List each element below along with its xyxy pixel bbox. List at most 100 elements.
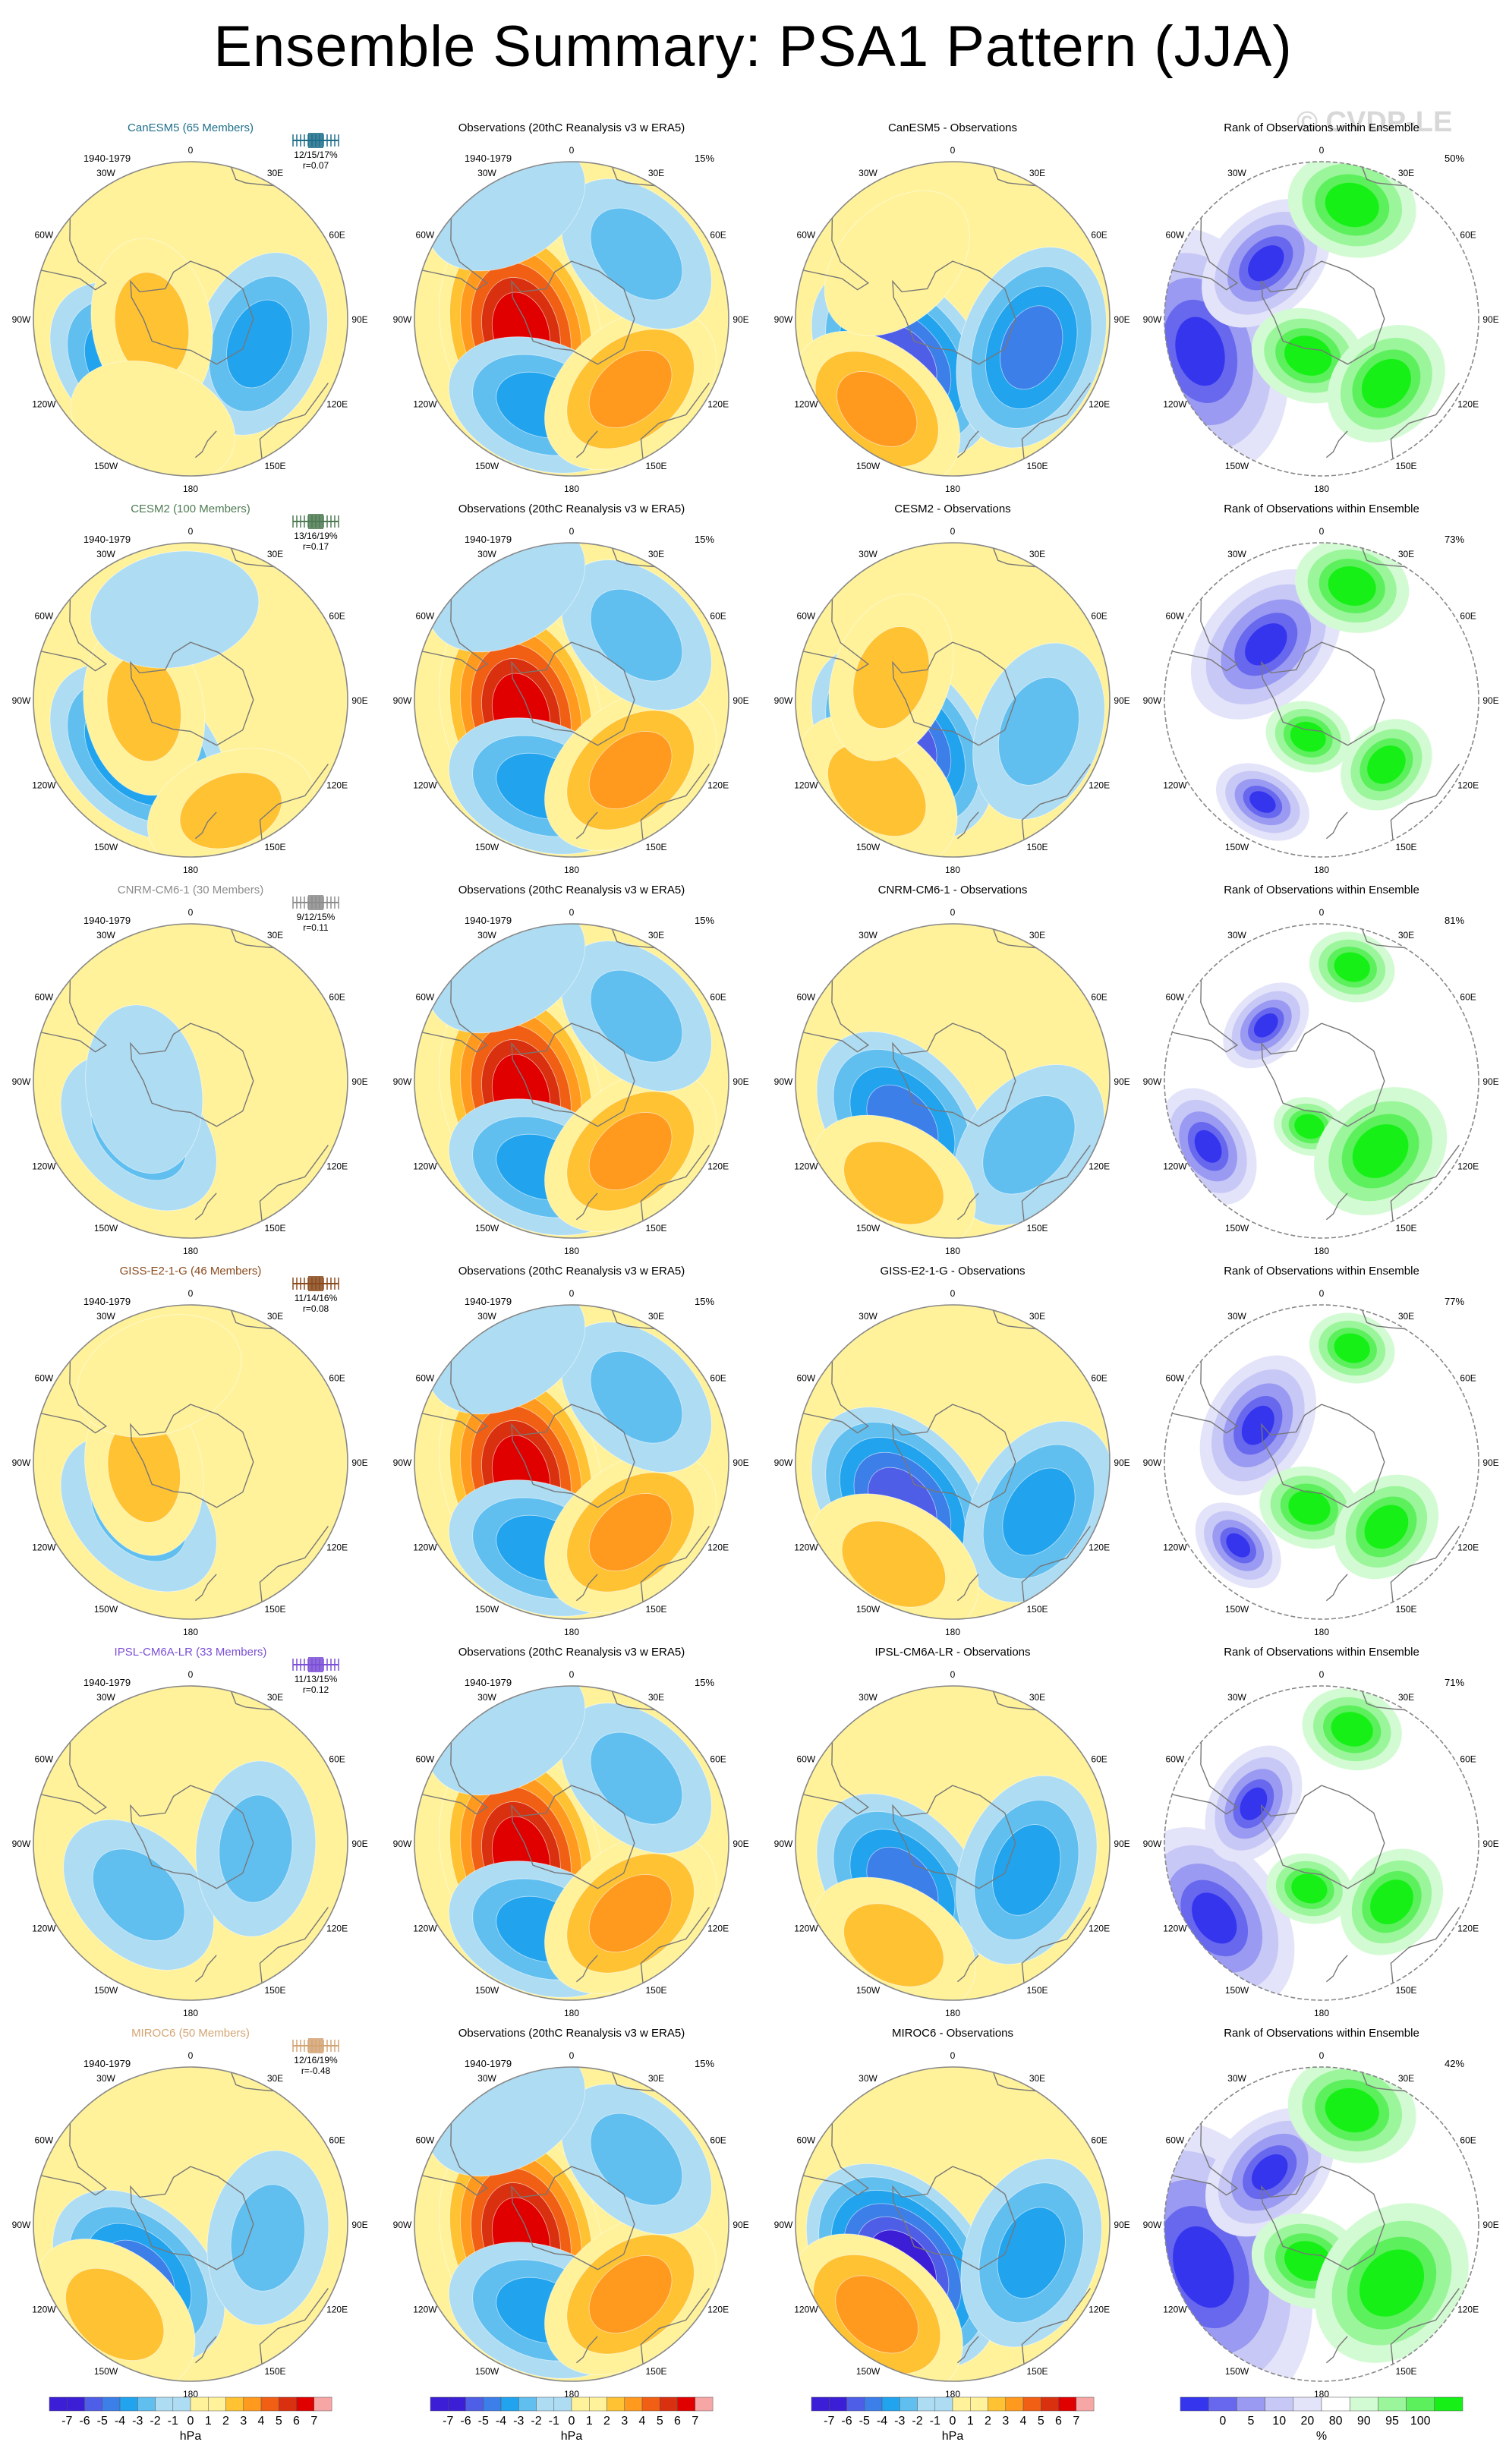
- period-label: 1940-1979: [465, 1296, 512, 1307]
- obs-title: Observations (20thC Reanalysis v3 w ERA5…: [458, 884, 685, 896]
- colorbar-tick: -6: [841, 2415, 852, 2428]
- rank-pct-label: 81%: [1445, 915, 1464, 926]
- africa-outline: [1361, 1690, 1405, 1711]
- diff-title: CanESM5 - Observations: [888, 121, 1017, 134]
- lon-label-30E: 30E: [1029, 549, 1045, 559]
- lon-label-0: 0: [1319, 526, 1325, 537]
- lon-label-180: 180: [564, 1627, 579, 1637]
- rank-high-region: [1367, 745, 1406, 784]
- map-border: [1164, 1304, 1479, 1620]
- obs-map-5: 0 30E 60E 90E 120E 150E 180 150W 120W 90W 60W 30W: [393, 2050, 749, 2399]
- colorbar-swatch: [1058, 2396, 1077, 2412]
- lon-label-150W: 150W: [94, 2366, 118, 2377]
- africa-outline: [230, 547, 274, 568]
- colorbar-tick: -1: [549, 2415, 559, 2428]
- lon-label-120E: 120E: [326, 1924, 348, 1934]
- map-border: [1164, 1685, 1479, 2001]
- lon-label-120E: 120E: [707, 1924, 729, 1934]
- lon-label-90W: 90W: [393, 2220, 412, 2230]
- map-border: [414, 542, 729, 858]
- colorbar-tick: -3: [513, 2415, 524, 2428]
- rank-high-region: [1352, 1124, 1409, 1178]
- obs-title: Observations (20thC Reanalysis v3 w ERA5…: [458, 121, 685, 134]
- period-label: 1940-1979: [83, 915, 131, 926]
- colorbar-tick: 5: [1248, 2415, 1255, 2428]
- antarctica-outline: [130, 260, 254, 365]
- lon-label-180: 180: [945, 484, 960, 494]
- lon-label-90W: 90W: [1143, 1076, 1162, 1087]
- antarctica-outline: [130, 2166, 254, 2270]
- lon-label-150W: 150W: [475, 461, 499, 471]
- obs-pct-label: 15%: [695, 153, 714, 164]
- lon-label-120W: 120W: [1163, 1924, 1187, 1934]
- diff-map-MIROC6: 0 30E 60E 90E 120E 150E 180 150W 120W 90W 60W 30W: [774, 2050, 1130, 2399]
- colorbar-tick: 0: [569, 2415, 575, 2428]
- lon-label-30E: 30E: [267, 1311, 283, 1322]
- map-border: [1164, 161, 1479, 477]
- lon-label-120E: 120E: [707, 780, 729, 791]
- lon-label-60W: 60W: [35, 611, 54, 622]
- africa-outline: [611, 547, 655, 568]
- lon-label-0: 0: [569, 1288, 575, 1299]
- lon-label-60W: 60W: [797, 992, 816, 1003]
- africa-outline: [992, 547, 1036, 568]
- lon-label-30W: 30W: [1227, 1311, 1246, 1322]
- period-label: 1940-1979: [465, 153, 512, 164]
- lon-label-60W: 60W: [1166, 1754, 1185, 1765]
- south-america-outline: [40, 598, 108, 672]
- lon-label-60W: 60W: [35, 1373, 54, 1384]
- rank-title: Rank of Observations within Ensemble: [1224, 2027, 1419, 2040]
- australia-outline: [259, 1907, 329, 1983]
- lon-label-150W: 150W: [94, 1223, 118, 1234]
- lon-label-30W: 30W: [477, 1311, 496, 1322]
- rank-map-IPSL-CM6A-LR: 0 30E 60E 90E 120E 150E 180 150W 120W 90W 60W 30W: [1143, 1669, 1499, 2018]
- lon-label-0: 0: [188, 2050, 194, 2061]
- contour-level: [588, 350, 673, 428]
- lon-label-120W: 120W: [32, 1924, 56, 1934]
- contour-level: [588, 1493, 673, 1571]
- lon-label-60E: 60E: [1091, 611, 1107, 622]
- lon-label-60E: 60E: [710, 230, 726, 241]
- lon-label-90E: 90E: [351, 1457, 367, 1468]
- period-label: 1940-1979: [83, 534, 131, 545]
- rank-high-region: [1361, 358, 1411, 408]
- africa-outline: [611, 1690, 655, 1711]
- lon-label-30W: 30W: [859, 1311, 877, 1322]
- lon-label-0: 0: [569, 907, 575, 918]
- south-america-outline: [1171, 217, 1239, 291]
- correlation-label: r=0.07: [303, 160, 329, 171]
- lon-label-60W: 60W: [416, 1373, 435, 1384]
- lon-label-30W: 30W: [859, 1692, 877, 1703]
- contour-level: [179, 772, 282, 849]
- colorbar-3: 0 5 10 20 80 90 95 100%: [1180, 2396, 1463, 2443]
- south-america-outline: [802, 979, 870, 1053]
- lon-label-90E: 90E: [1114, 314, 1130, 325]
- lon-label-30W: 30W: [96, 930, 115, 941]
- lon-label-150E: 150E: [1026, 2366, 1048, 2377]
- colorbar-swatch: [589, 2396, 607, 2412]
- lon-label-60W: 60W: [1166, 2135, 1185, 2146]
- lon-label-180: 180: [945, 2008, 960, 2018]
- colorbar-tick: -4: [115, 2415, 125, 2428]
- lon-label-0: 0: [569, 2050, 575, 2061]
- period-label: 1940-1979: [465, 1677, 512, 1688]
- lon-label-60E: 60E: [329, 992, 345, 1003]
- obs-title: Observations (20thC Reanalysis v3 w ERA5…: [458, 2027, 685, 2040]
- colorbar-tick: 4: [1020, 2415, 1027, 2428]
- lon-label-90E: 90E: [351, 2220, 367, 2230]
- colorbar-swatch: [624, 2396, 643, 2412]
- lon-label-60W: 60W: [1166, 611, 1185, 622]
- lon-label-180: 180: [564, 865, 579, 875]
- africa-outline: [992, 1690, 1036, 1711]
- colorbar-unit: hPa: [180, 2430, 202, 2443]
- australia-outline: [259, 383, 329, 459]
- lon-label-60W: 60W: [797, 611, 816, 622]
- colorbar-tick: 2: [222, 2415, 229, 2428]
- lon-label-150E: 150E: [1395, 1985, 1416, 1996]
- lon-label-90E: 90E: [1114, 2220, 1130, 2230]
- correlation-label: r=0.08: [303, 1303, 329, 1314]
- lon-label-120W: 120W: [32, 2305, 56, 2315]
- colorbar-tick: 3: [1002, 2415, 1009, 2428]
- lon-label-30W: 30W: [1227, 1692, 1246, 1703]
- colorbar-swatch: [1022, 2396, 1041, 2412]
